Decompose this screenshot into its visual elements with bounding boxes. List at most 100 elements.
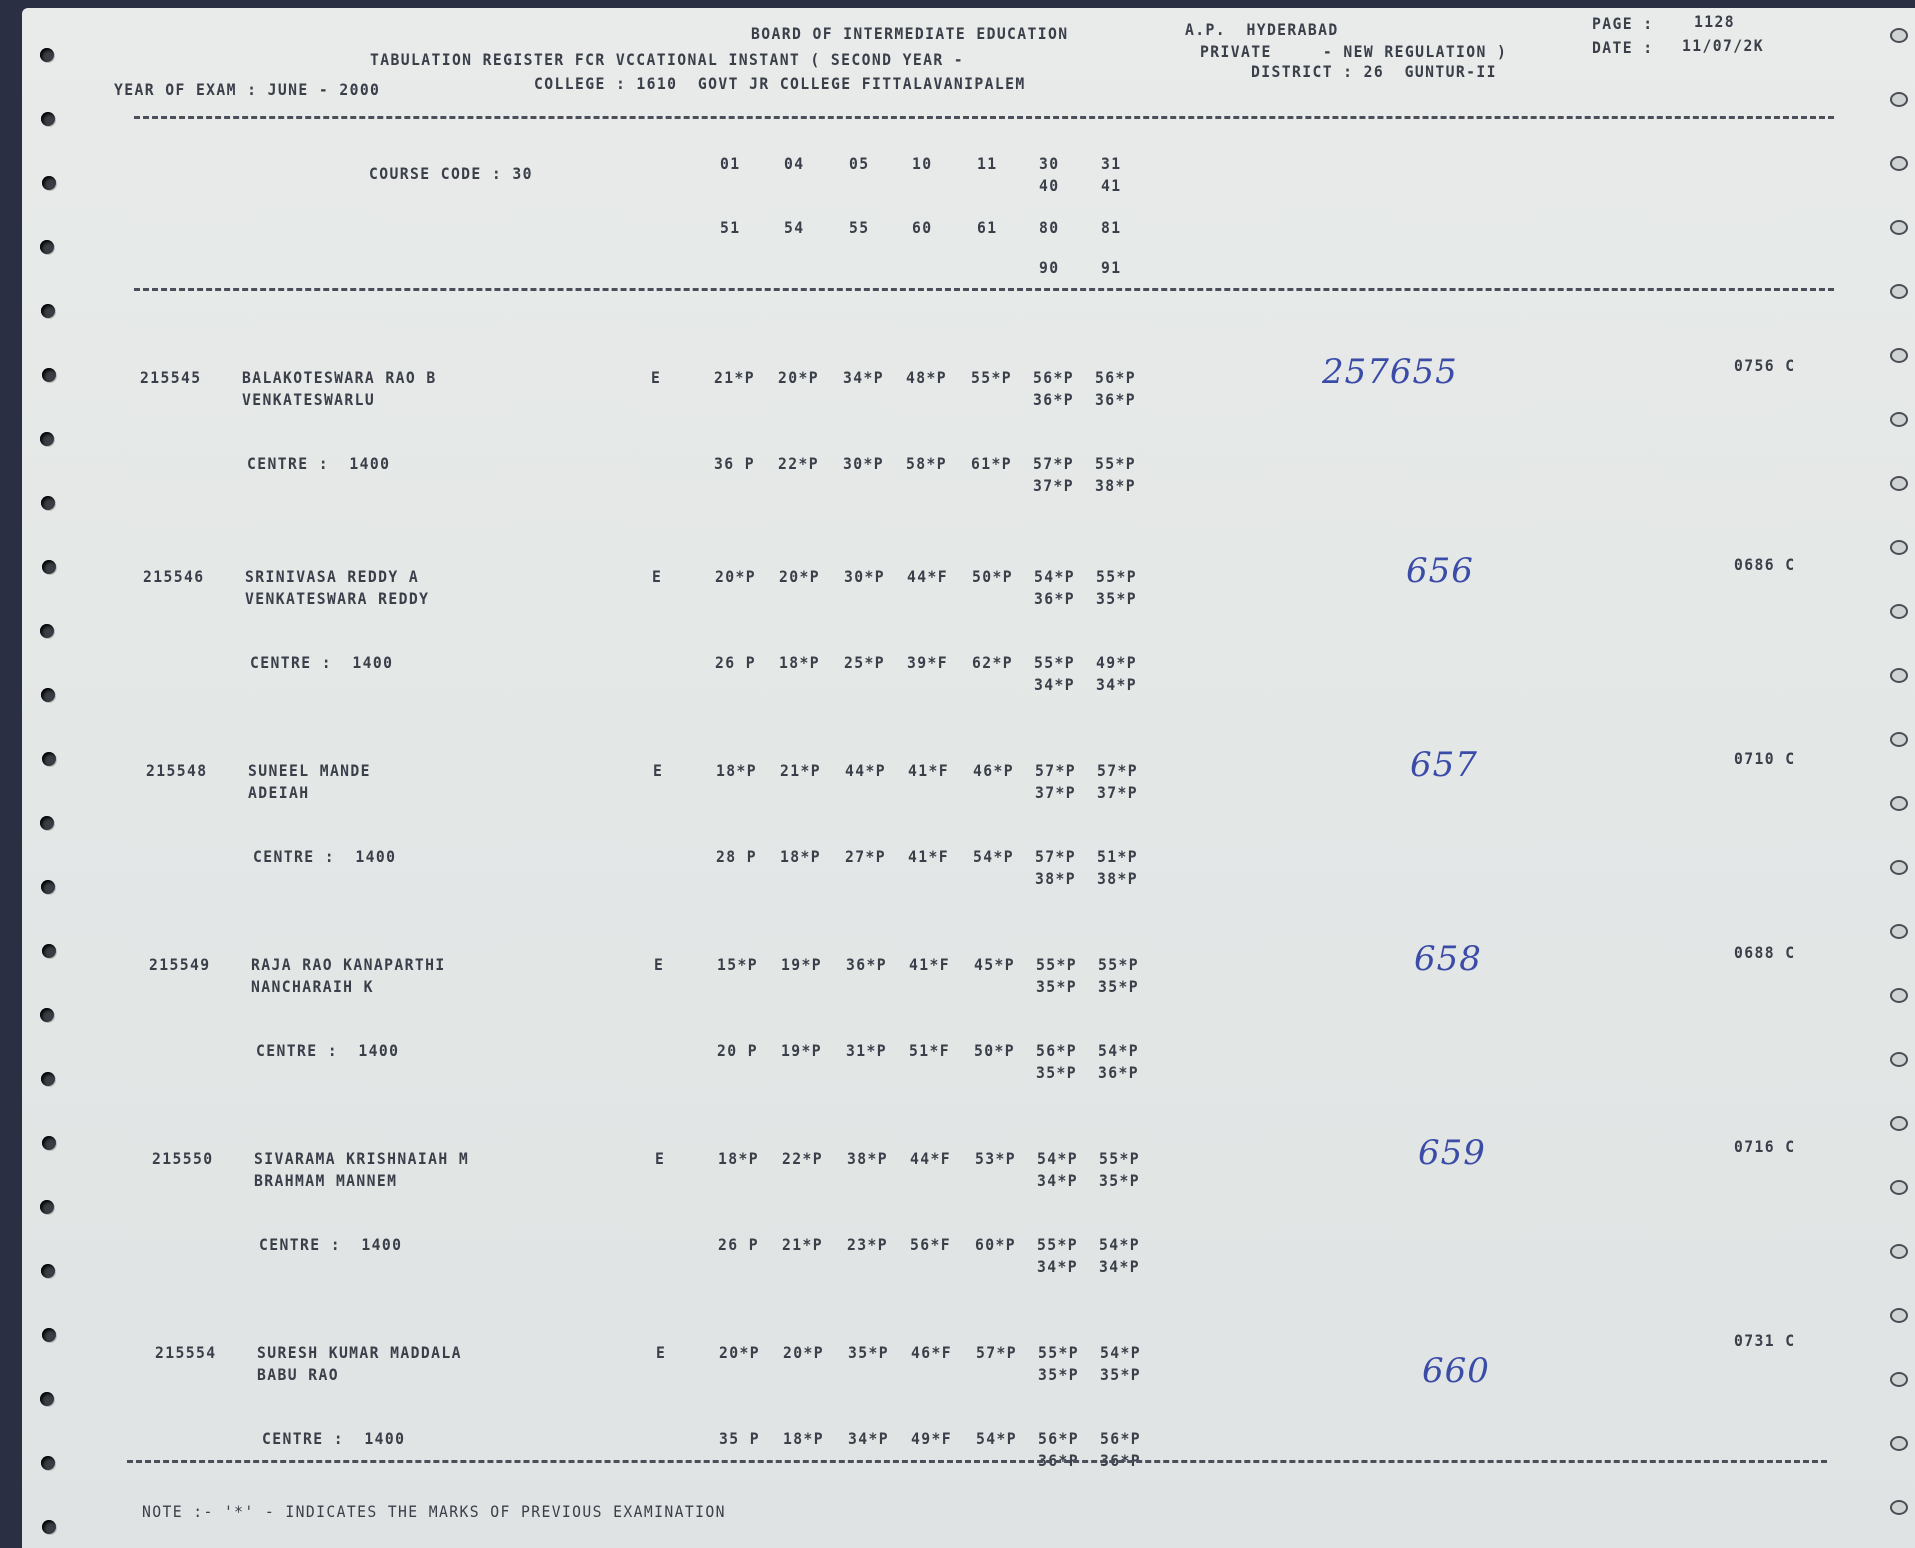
mark: 54*P [1098,1041,1139,1060]
mark: 54*P [976,1429,1017,1448]
mark: 19*P [781,955,822,974]
mark: 57*P [1035,761,1076,780]
handwritten-number: 656 [1406,551,1474,591]
mark: 58*P [906,454,947,473]
medium: E [656,1343,667,1362]
mark: 54*P [1100,1343,1141,1362]
binder-hole-right [1890,1180,1908,1195]
mark: 44*F [907,567,948,586]
mark: 27*P [845,847,886,866]
binder-hole-left [41,496,55,510]
roll-number: 215554 [155,1343,217,1362]
course-code-number: 10 [912,154,933,173]
mark: 56*P [1033,368,1074,387]
roll-number: 215546 [143,567,205,586]
binder-hole-left [41,1072,55,1086]
course-code-number: 01 [720,154,741,173]
mark: 55*P [1037,1235,1078,1254]
mark: 57*P [1035,847,1076,866]
centre: CENTRE : 1400 [259,1235,403,1254]
binder-hole-left [41,1264,55,1278]
binder-hole-left [41,1456,55,1470]
total-marks: 0688 C [1734,943,1796,962]
mark: 35*P [1099,1171,1140,1190]
mark: 34*P [1037,1171,1078,1190]
mark: 51*F [909,1041,950,1060]
mark: 34*P [1034,675,1075,694]
course-code-number: 30 [1039,154,1060,173]
mark: 56*P [1038,1429,1079,1448]
student-name: RAJA RAO KANAPARTHI [251,955,446,974]
page-number: 1128 [1694,12,1735,31]
mark: 46*F [911,1343,952,1362]
mark: 36*P [1033,390,1074,409]
mark: 55*P [971,368,1012,387]
mark: 55*P [1036,955,1077,974]
course-code-number: 60 [912,218,933,237]
binder-hole-left [42,560,56,574]
medium: E [651,368,662,387]
mark: 34*P [1037,1257,1078,1276]
binder-hole-right [1890,604,1908,619]
mark: 39*F [907,653,948,672]
course-code: COURSE CODE : 30 [369,164,533,183]
centre: CENTRE : 1400 [250,653,394,672]
binder-hole-right [1890,156,1908,171]
binder-hole-right [1890,412,1908,427]
tabulation-register-sheet: BOARD OF INTERMEDIATE EDUCATION A.P. HYD… [22,8,1915,1548]
mark: 62*P [972,653,1013,672]
mark: 35*P [1096,589,1137,608]
mark: 57*P [976,1343,1017,1362]
binder-hole-left [41,880,55,894]
father-name: NANCHARAIH K [251,977,374,996]
course-code-number: 31 [1101,154,1122,173]
mark: 34*P [1096,675,1137,694]
binder-hole-left [40,240,54,254]
mark: 34*P [1099,1257,1140,1276]
course-code-number: 55 [849,218,870,237]
total-marks: 0731 C [1734,1331,1796,1350]
course-code-number: 41 [1101,176,1122,195]
binder-hole-left [40,816,54,830]
binder-hole-right [1890,1436,1908,1451]
mark: 26 P [718,1235,759,1254]
binder-hole-right [1890,796,1908,811]
binder-hole-left [42,1136,56,1150]
mark: 54*P [1034,567,1075,586]
binder-hole-left [41,112,55,126]
page-label: PAGE : [1592,14,1654,33]
date: 11/07/2K [1682,36,1764,55]
course-code-number: 91 [1101,258,1122,277]
footer-note: NOTE :- '*' - INDICATES THE MARKS OF PRE… [142,1502,726,1521]
binder-hole-left [42,752,56,766]
mark: 20*P [715,567,756,586]
mark: 36*P [1098,1063,1139,1082]
location: A.P. HYDERABAD [1185,20,1339,39]
mark: 35*P [1100,1365,1141,1384]
student-name: SRINIVASA REDDY A [245,567,420,586]
register-title: TABULATION REGISTER FCR VCCATIONAL INSTA… [370,50,965,69]
binder-hole-left [40,1392,54,1406]
student-name: SIVARAMA KRISHNAIAH M [254,1149,470,1168]
mark: 56*P [1095,368,1136,387]
mark: 50*P [972,567,1013,586]
medium: E [655,1149,666,1168]
mark: 34*P [843,368,884,387]
father-name: VENKATESWARLU [242,390,376,409]
mark: 18*P [780,847,821,866]
centre: CENTRE : 1400 [256,1041,400,1060]
binder-hole-right [1890,28,1908,43]
mark: 38*P [1097,869,1138,888]
binder-hole-right [1890,348,1908,363]
course-code-number: 40 [1039,176,1060,195]
mark: 54*P [1037,1149,1078,1168]
mark: 50*P [974,1041,1015,1060]
year-of-exam: YEAR OF EXAM : JUNE - 2000 [114,80,381,99]
mark: 41*F [908,761,949,780]
binder-hole-right [1890,220,1908,235]
mark: 54*P [1099,1235,1140,1254]
mark: 55*P [1096,567,1137,586]
mark: 36*P [1034,589,1075,608]
father-name: VENKATESWARA REDDY [245,589,430,608]
mark: 53*P [975,1149,1016,1168]
